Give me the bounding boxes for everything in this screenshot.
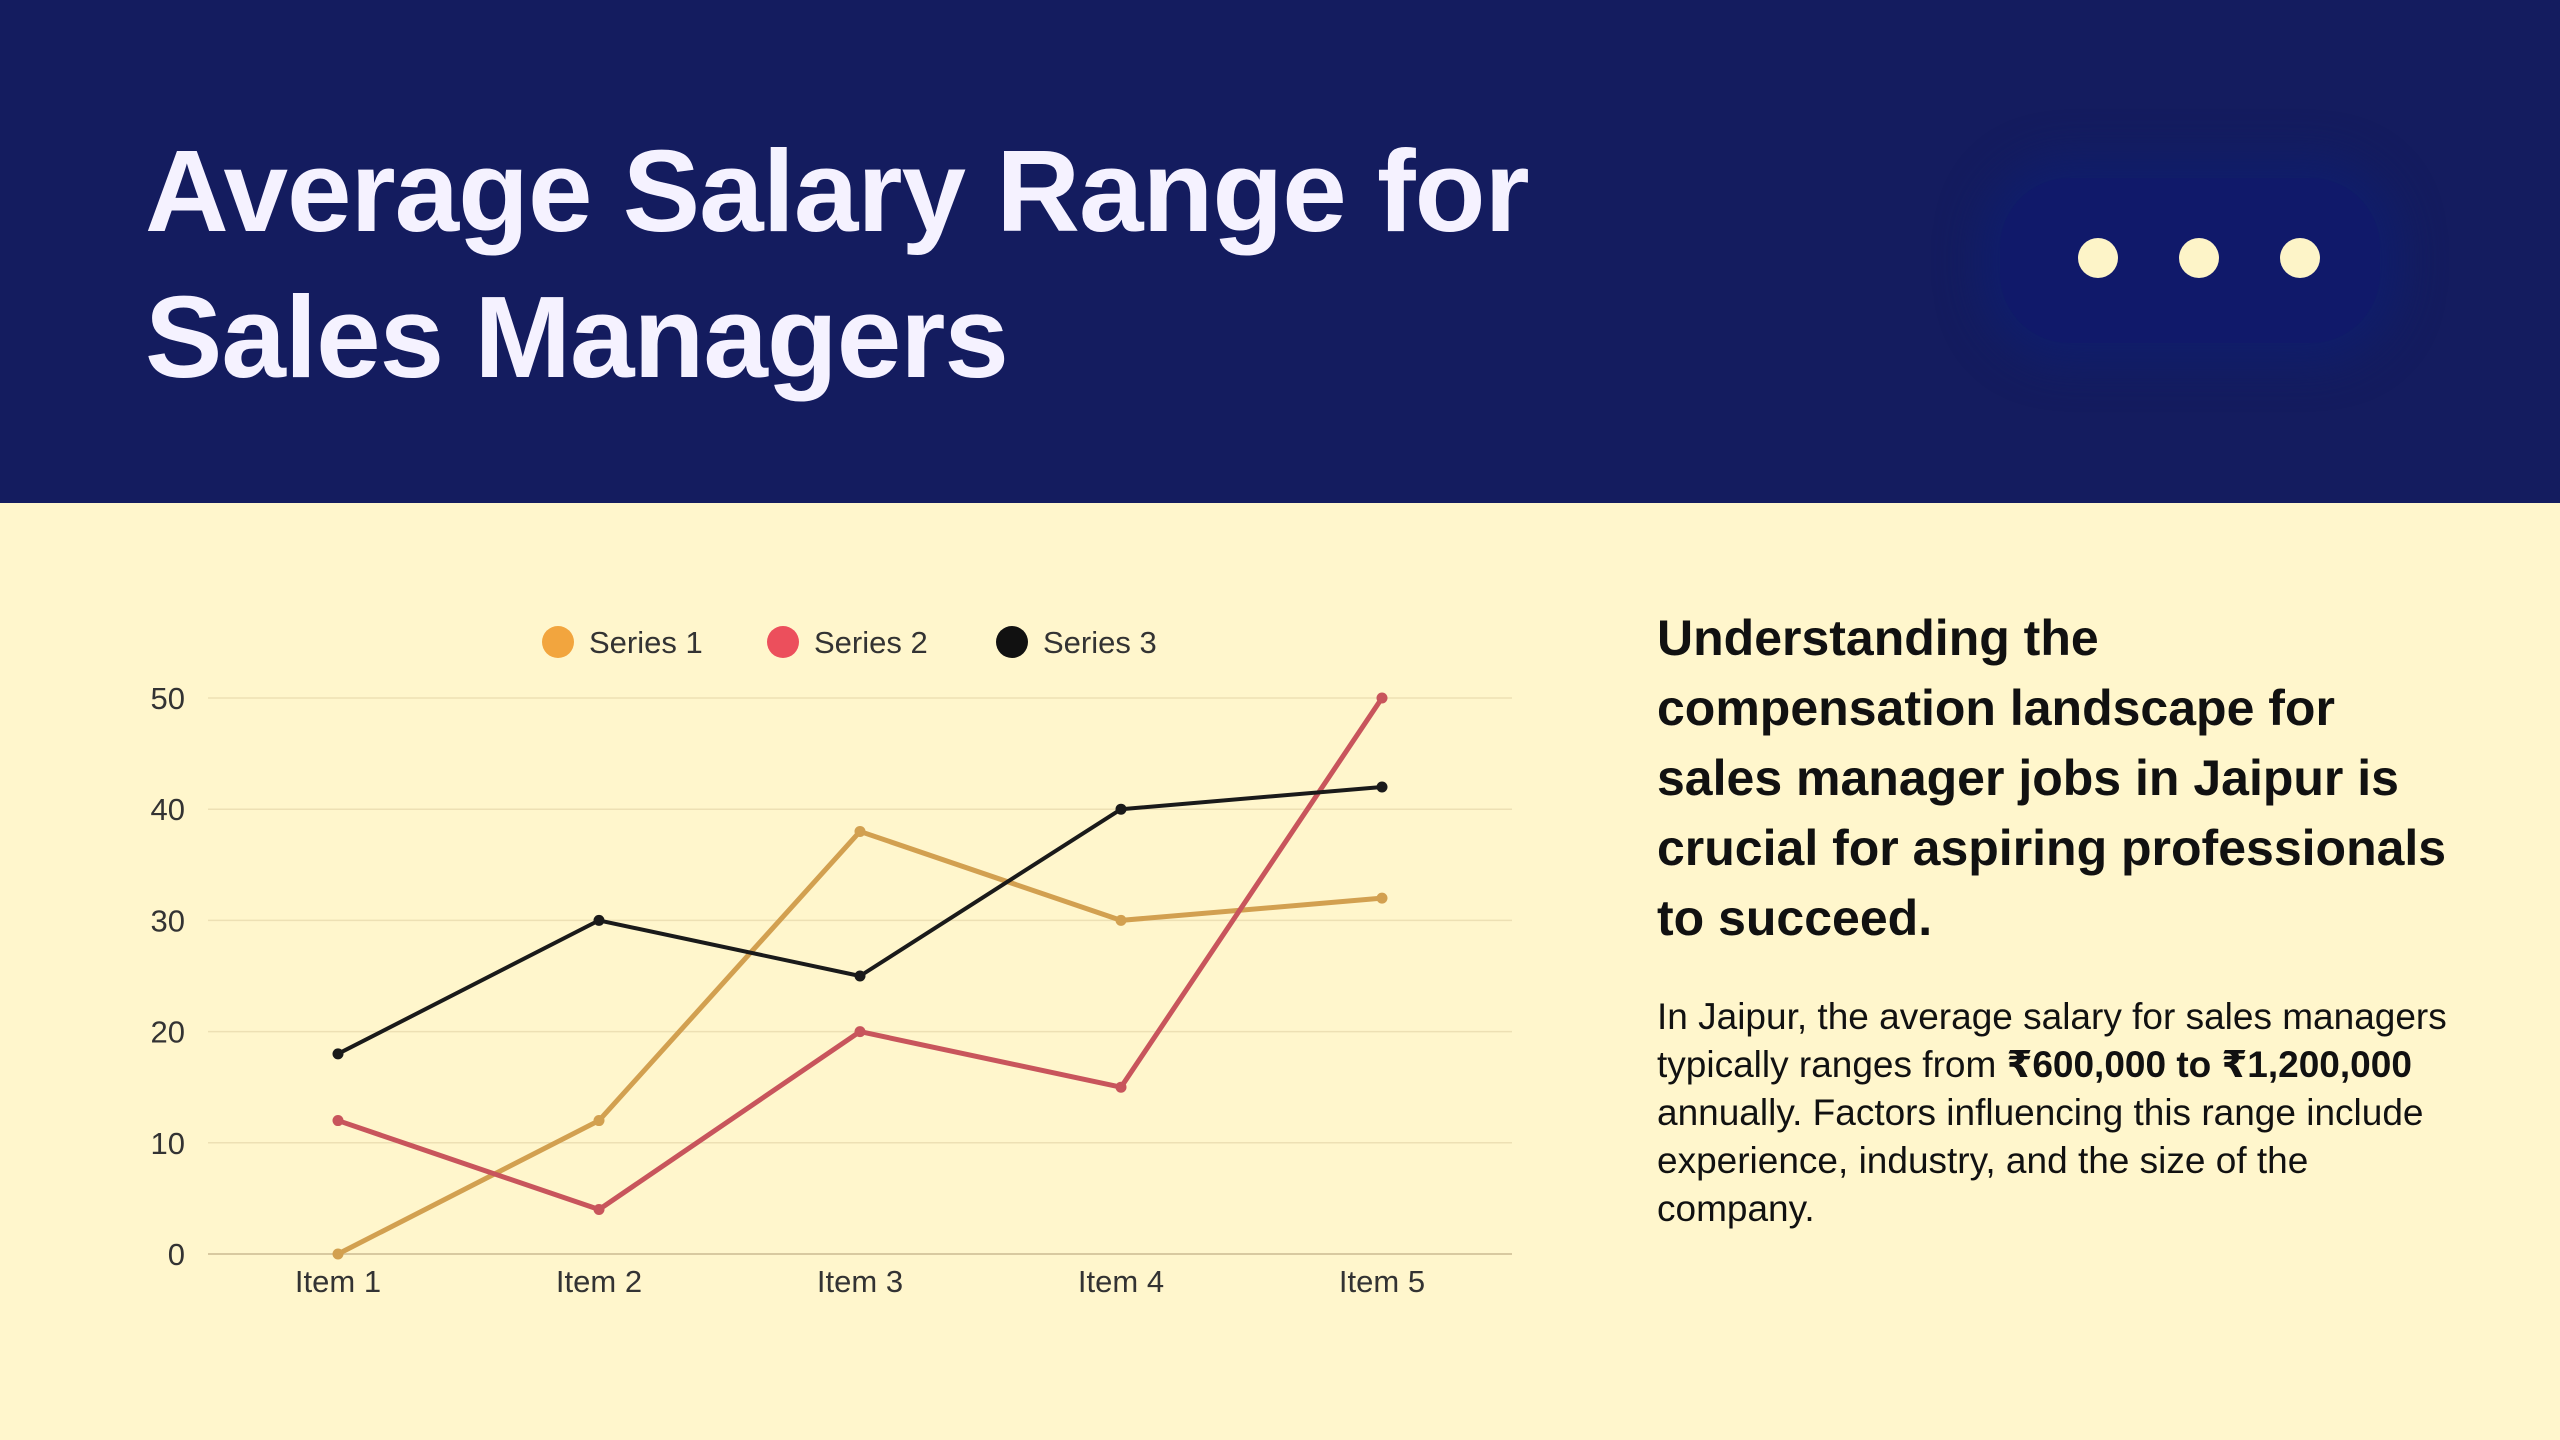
y-tick-label: 20 [151,1015,185,1050]
data-point [593,1204,605,1216]
data-point [1376,781,1388,793]
three-dots-icon [2179,238,2219,278]
three-dots-icon [2078,238,2118,278]
paragraph-text-2: annually. Factors influencing this range… [1657,1092,2424,1229]
content-area [0,503,2560,1440]
legend-label: Series 1 [589,625,703,660]
paragraph-text-1: In Jaipur, the average salary for sales … [1657,996,2447,1085]
y-tick-label: 50 [151,681,185,716]
headline-text: Understanding the compensation landscape… [1657,610,2447,946]
data-point [854,970,866,982]
data-point [593,914,605,926]
y-tick-label: 10 [151,1126,185,1161]
legend-swatch [767,626,799,658]
y-tick-label: 40 [151,792,185,827]
data-point [332,1115,344,1127]
series-line [337,696,1385,1213]
data-point [593,1115,605,1127]
three-dots-icon [2280,238,2320,278]
x-tick-label: Item 1 [295,1264,381,1299]
x-tick-label: Item 4 [1078,1264,1164,1299]
x-tick-label: Item 5 [1339,1264,1425,1299]
y-tick-label: 0 [168,1237,185,1272]
legend-label: Series 2 [814,625,928,660]
line-chart: 0 10 20 30 40 50 Item 1 Item 2 Item 3 Item 4 Item … [151,625,1512,1299]
x-tick-label: Item 2 [556,1264,642,1299]
x-tick-label: Item 3 [817,1264,903,1299]
data-point [1376,892,1388,904]
data-point [1376,692,1388,704]
data-point [332,1048,344,1060]
legend-label: Series 3 [1043,625,1157,660]
legend-swatch [996,626,1028,658]
header-band: Average Salary Range for Sales Managers [0,0,2560,503]
y-tick-label: 30 [151,903,185,938]
data-point [854,825,866,837]
legend-swatch [542,626,574,658]
series-line [336,828,1383,1257]
data-point [1115,1081,1127,1093]
data-point [1115,914,1127,926]
data-point [332,1248,344,1260]
page-title: Average Salary Range for Sales Managers [145,126,1530,402]
description-paragraph: In Jaipur, the average salary for sales … [1657,993,2447,1233]
data-point [854,1026,866,1038]
data-point [1115,803,1127,815]
paragraph-salary-range: ₹600,000 to ₹1,200,000 [2006,1044,2412,1085]
